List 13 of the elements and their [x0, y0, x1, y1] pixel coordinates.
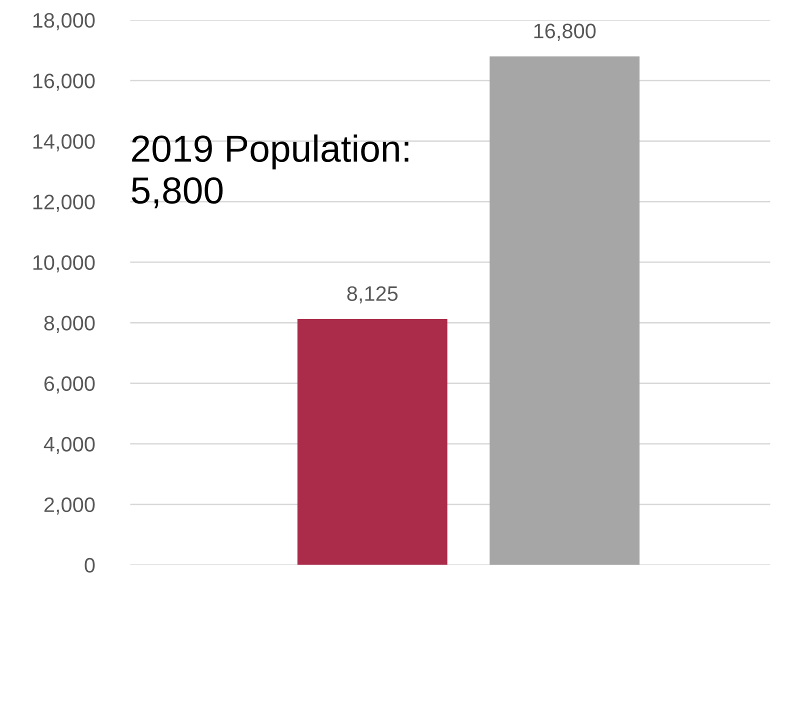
y-tick-label: 10,000 [33, 255, 95, 272]
y-tick-label: 4,000 [44, 436, 95, 454]
y-tick-label: 16,000 [33, 74, 95, 91]
y-tick-label: 6,000 [44, 376, 95, 394]
y-tick-label: 18,000 [33, 13, 95, 30]
y-tick-label: 2,000 [44, 497, 95, 515]
data-label: 8,125 [347, 286, 398, 304]
y-tick-label: 0 [84, 558, 95, 573]
y-tick-label: 12,000 [33, 194, 95, 212]
y-tick-label: 14,000 [33, 134, 95, 152]
data-label: 16,800 [534, 24, 596, 41]
y-tick-label: 8,000 [44, 316, 95, 333]
annotation: 2019 Population: 5,800 [132, 134, 408, 208]
